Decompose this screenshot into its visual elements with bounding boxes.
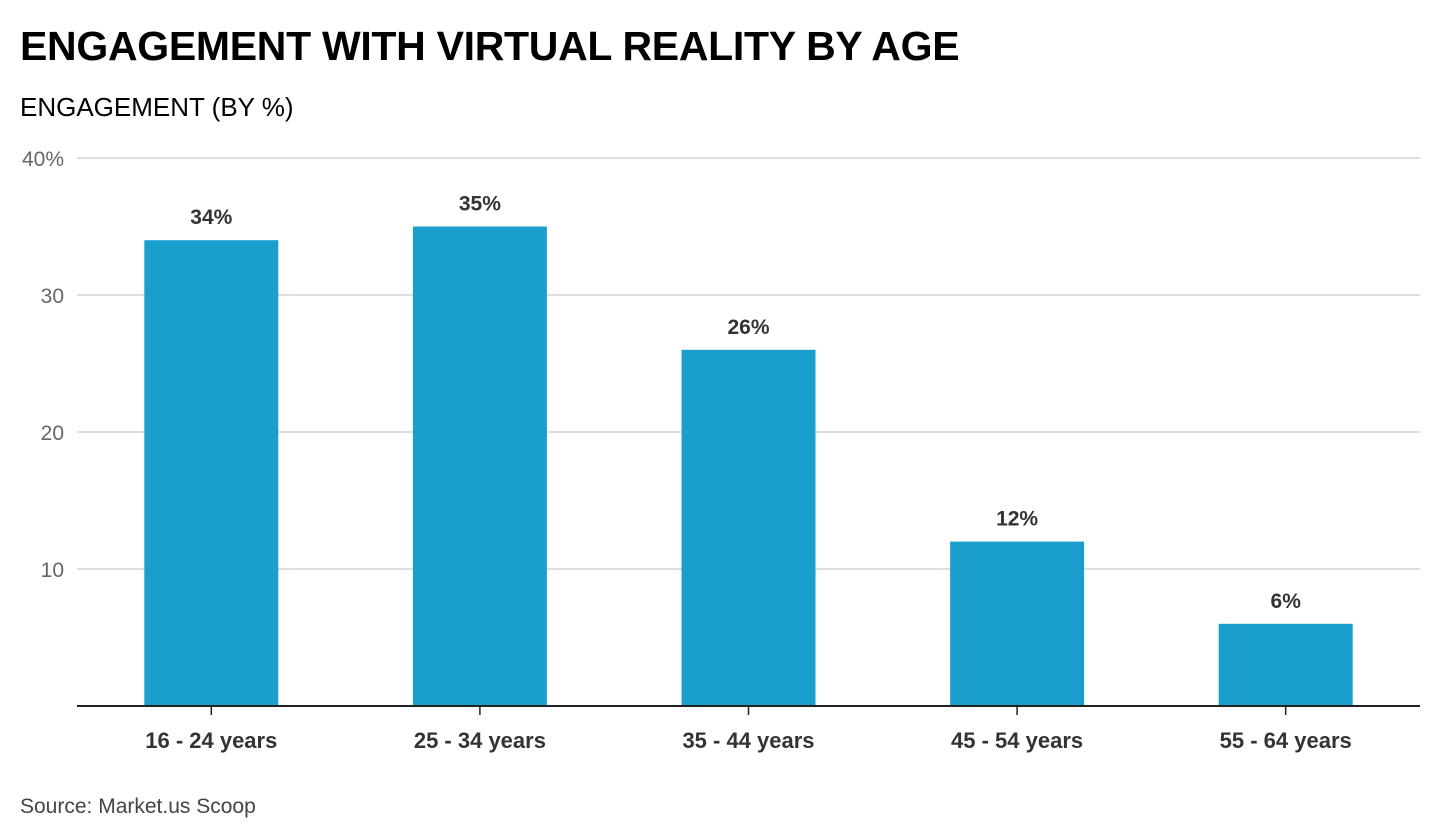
y-tick-label: 10 (41, 559, 64, 582)
y-tick-label: 40% (22, 148, 64, 171)
bar-value-label: 6% (1271, 590, 1302, 613)
bar-value-label: 12% (996, 508, 1038, 531)
bar (412, 226, 547, 706)
x-tick-label: 25 - 34 years (414, 728, 546, 753)
x-axis (77, 705, 1420, 715)
x-axis-tick-labels: 16 - 24 years 25 - 34 years 35 - 44 years 4… (145, 728, 1352, 753)
bar-value-label: 34% (190, 206, 232, 229)
bar (681, 349, 816, 706)
y-tick-label: 30 (41, 285, 64, 308)
x-tick-label: 55 - 64 years (1220, 728, 1352, 753)
bar-value-label: 26% (727, 316, 769, 339)
x-tick-label: 45 - 54 years (951, 728, 1083, 753)
chart-title: ENGAGEMENT WITH VIRTUAL REALITY BY AGE (20, 23, 960, 69)
bar (1218, 623, 1353, 706)
bar-value-labels: 34% 35% 26% 12% 6% (190, 193, 1301, 613)
bar-value-label: 35% (459, 193, 501, 216)
chart-subtitle: ENGAGEMENT (BY %) (20, 92, 294, 122)
y-tick-label: 20 (41, 422, 64, 445)
y-axis-tick-labels: 10 20 30 40% (22, 148, 64, 582)
bar (144, 240, 279, 706)
x-tick-label: 35 - 44 years (682, 728, 814, 753)
bars (144, 226, 1353, 706)
x-tick-label: 16 - 24 years (145, 728, 277, 753)
bar (950, 541, 1085, 706)
source-note: Source: Market.us Scoop (20, 795, 256, 818)
